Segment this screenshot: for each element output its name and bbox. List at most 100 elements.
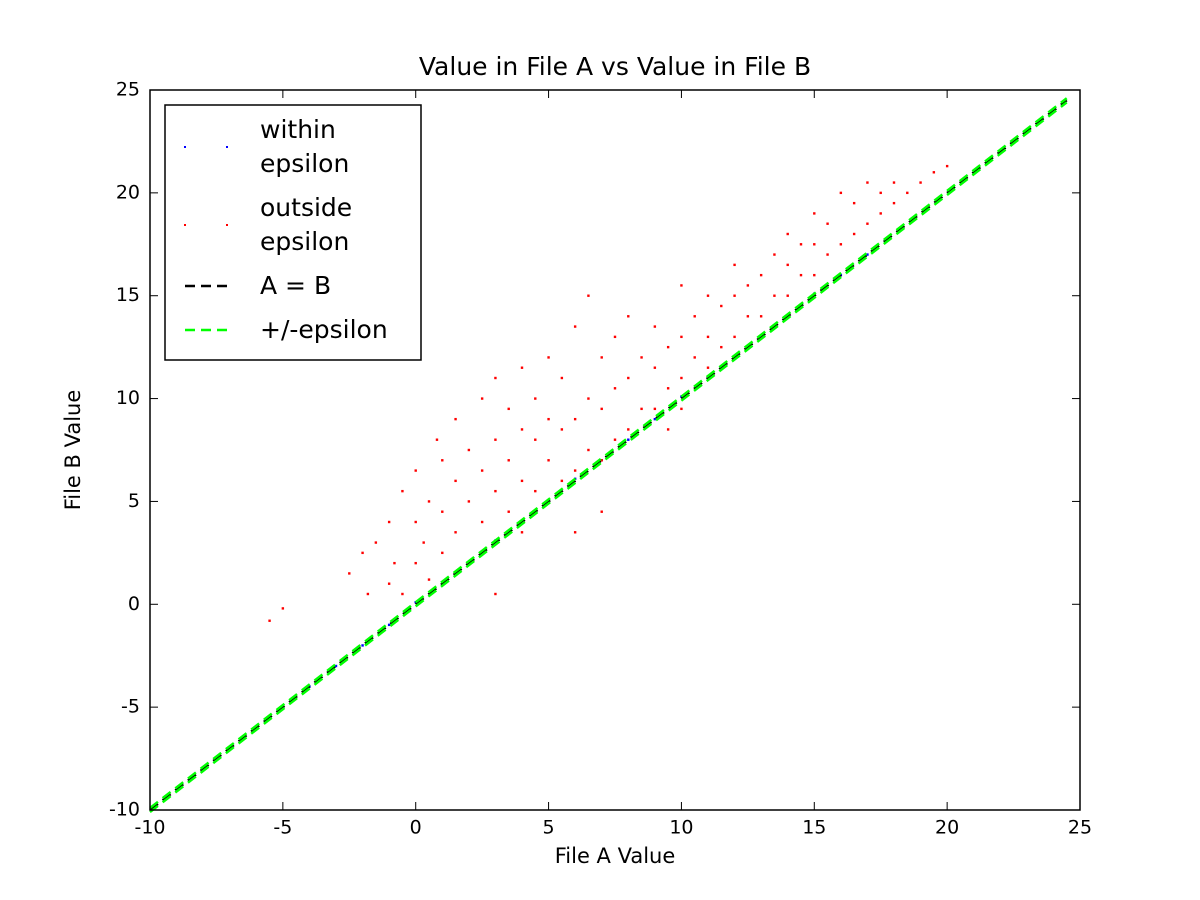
point — [627, 315, 630, 318]
point — [573, 417, 577, 421]
point — [534, 397, 537, 400]
point — [361, 551, 364, 555]
point — [480, 520, 484, 524]
x-tick-label: 20 — [935, 817, 959, 839]
point — [494, 489, 497, 493]
point — [600, 407, 603, 411]
point — [932, 171, 936, 174]
point — [600, 356, 603, 359]
point — [361, 644, 364, 647]
y-tick-label: 25 — [116, 79, 140, 101]
point — [680, 376, 683, 380]
point — [693, 315, 696, 318]
point — [839, 191, 843, 195]
point — [839, 243, 843, 246]
point — [733, 294, 736, 297]
point — [387, 582, 391, 585]
point — [494, 376, 497, 380]
point — [366, 592, 370, 596]
chart-title: Value in File A vs Value in File B — [419, 52, 811, 81]
point — [627, 376, 630, 380]
point — [414, 469, 417, 472]
x-tick-label: 10 — [669, 817, 693, 839]
y-tick-label: 0 — [128, 593, 140, 615]
point — [866, 181, 869, 184]
point — [374, 541, 378, 544]
point — [879, 212, 882, 215]
point — [613, 335, 617, 339]
legend-label: within epsilon — [260, 115, 350, 178]
x-tick-label: -5 — [273, 817, 292, 839]
point — [547, 417, 550, 421]
x-axis-label: File A Value — [555, 844, 676, 868]
point — [627, 428, 630, 431]
point — [387, 520, 391, 524]
point — [334, 664, 338, 668]
point — [387, 623, 391, 627]
point — [653, 325, 657, 328]
point — [587, 448, 590, 452]
point — [520, 366, 524, 369]
point — [945, 164, 949, 168]
point — [480, 469, 484, 472]
point — [666, 387, 670, 390]
point — [281, 607, 285, 610]
point — [919, 181, 922, 184]
point — [813, 212, 816, 215]
point — [706, 335, 710, 339]
point — [813, 243, 816, 246]
point — [640, 407, 643, 411]
point — [427, 578, 431, 581]
point — [414, 561, 417, 565]
y-tick-label: 10 — [116, 387, 140, 409]
point — [467, 448, 471, 452]
point — [600, 510, 603, 513]
point — [892, 201, 896, 205]
y-tick-label: 5 — [128, 490, 140, 512]
point — [826, 222, 829, 225]
point — [892, 181, 896, 184]
point — [680, 284, 683, 287]
plot-frame — [149, 89, 1081, 811]
point — [680, 335, 683, 339]
point — [467, 500, 471, 503]
point — [427, 500, 431, 503]
point — [627, 438, 630, 441]
point — [773, 253, 776, 256]
line — [149, 99, 1068, 811]
point — [653, 366, 657, 369]
point — [454, 479, 457, 483]
x-tick-label: -10 — [134, 817, 165, 839]
point — [720, 304, 723, 308]
point — [393, 561, 396, 565]
x-tick-label: 0 — [410, 817, 422, 839]
point — [613, 387, 617, 390]
point — [534, 438, 537, 441]
point — [441, 551, 444, 555]
y-axis-label: File B Value — [61, 390, 85, 511]
point — [560, 376, 564, 380]
point — [573, 531, 577, 534]
point — [866, 222, 869, 225]
legend-label: outside epsilon — [260, 193, 353, 256]
point — [759, 273, 763, 277]
point — [435, 438, 439, 441]
point — [268, 619, 271, 622]
legend-label: +/-epsilon — [260, 315, 388, 344]
point — [653, 417, 657, 421]
point — [733, 263, 736, 267]
point — [422, 541, 425, 544]
legend-label: A = B — [260, 271, 332, 300]
point — [560, 428, 564, 431]
point — [746, 284, 750, 287]
point — [706, 294, 710, 297]
line — [149, 97, 1068, 814]
point — [401, 592, 404, 596]
point — [573, 325, 577, 328]
point — [454, 531, 457, 534]
point — [879, 191, 882, 195]
point — [799, 243, 803, 246]
point — [720, 345, 723, 349]
